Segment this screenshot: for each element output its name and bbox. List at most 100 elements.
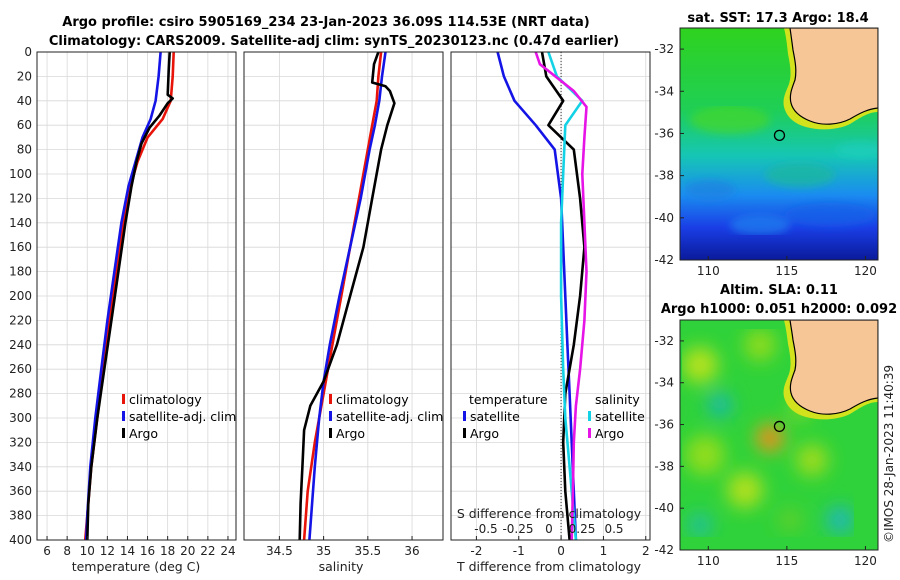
sst-land	[789, 28, 878, 125]
map-y-tick-label: -40	[654, 501, 674, 515]
map-y-tick-label: -40	[654, 211, 674, 225]
y-tick-label: 120	[9, 191, 32, 205]
x-tick-label: 24	[220, 544, 235, 558]
y-tick-label: 400	[9, 533, 32, 547]
sla-map-frame	[679, 319, 879, 551]
y-tick-label: 240	[9, 338, 32, 352]
series-line-s-argo	[534, 51, 588, 541]
map-y-tick-label: -36	[654, 418, 674, 432]
y-tick-label: 160	[9, 240, 32, 254]
legend-climatology-swatch	[122, 394, 125, 404]
x-tick-label: 2	[642, 544, 650, 558]
map-y-tick-label: -42	[654, 543, 674, 557]
salinity-legend: climatology satellite-adj. clim Argo	[329, 392, 443, 441]
y-tick-label: 200	[9, 289, 32, 303]
legend-argo: Argo	[129, 426, 158, 441]
legend-s-argo-swatch	[588, 428, 591, 438]
t-difference-xlabel: T difference from climatology	[456, 559, 642, 574]
y-tick-label: 380	[9, 509, 32, 523]
s-tick-label: 0	[545, 522, 553, 536]
y-tick-label: 300	[9, 411, 32, 425]
y-tick-label: 260	[9, 362, 32, 376]
sla-map: 110 115 120 -32 -34 -36 -38 -40 -42	[654, 319, 879, 568]
y-tick-label: 0	[24, 45, 32, 59]
y-tick-label: 220	[9, 313, 32, 327]
y-tick-label: 280	[9, 387, 32, 401]
temperature-xlabel: temperature (deg C)	[72, 559, 201, 574]
figure-title-line2: Climatology: CARS2009. Satellite-adj cli…	[49, 34, 619, 49]
y-tick-label: 360	[9, 484, 32, 498]
x-tick-label: 14	[120, 544, 135, 558]
legend-s-satellite: satellite	[595, 409, 645, 424]
difference-grid	[451, 51, 650, 541]
x-tick-label: 35.5	[354, 544, 381, 558]
map-y-tick-label: -32	[654, 42, 674, 56]
x-tick-label: -2	[470, 544, 482, 558]
s-tick-label: 0.25	[569, 522, 596, 536]
temperature-lines	[83, 51, 175, 541]
y-tick-label: 100	[9, 167, 32, 181]
series-line-satellite-adj-clim	[84, 51, 162, 541]
y-tick-label: 20	[17, 69, 32, 83]
map-y-tick-label: -42	[654, 253, 674, 267]
sla-map-subtitle: Argo h1000: 0.051 h2000: 0.092	[661, 302, 897, 317]
y-tick-label: 80	[17, 143, 32, 157]
legend-t-argo-swatch	[463, 428, 466, 438]
salinity-xlabel: salinity	[319, 559, 364, 574]
legend-t-satellite-swatch	[463, 411, 466, 421]
sla-field-texture	[682, 329, 854, 537]
legend-salinity-heading: salinity	[595, 392, 640, 407]
sla-land	[789, 320, 878, 415]
figure-title-line1: Argo profile: csiro 5905169_234 23-Jan-2…	[62, 15, 589, 30]
x-tick-label: 18	[160, 544, 175, 558]
legend-t-argo: Argo	[470, 426, 499, 441]
sst-field-texture	[685, 106, 878, 235]
temperature-ticks: 0 20 40 60 80 100 120 140 160 180 200 220 240 260 280 3…	[9, 45, 236, 558]
legend-satellite: satellite-adj. clim	[336, 409, 443, 424]
map-y-tick-label: -38	[654, 169, 674, 183]
legend-argo: Argo	[336, 426, 365, 441]
legend-climatology: climatology	[336, 392, 409, 407]
map-x-tick-label: 120	[854, 264, 877, 278]
salinity-grid	[244, 51, 443, 541]
legend-satellite-swatch	[122, 411, 125, 421]
x-tick-label: 36	[404, 544, 419, 558]
x-tick-label: 8	[63, 544, 71, 558]
legend-argo-swatch	[122, 428, 125, 438]
map-y-tick-label: -34	[654, 376, 674, 390]
map-x-tick-label: 115	[775, 264, 798, 278]
map-y-tick-label: -36	[654, 126, 674, 140]
y-tick-label: 340	[9, 460, 32, 474]
s-difference-xlabel: S difference from climatology	[457, 506, 642, 521]
x-tick-label: 22	[200, 544, 215, 558]
legend-climatology: climatology	[129, 392, 202, 407]
x-tick-label: 10	[80, 544, 95, 558]
sla-map-title: Altim. SLA: 0.11	[720, 283, 838, 298]
argo-location-marker	[773, 420, 786, 433]
difference-axes-box	[450, 51, 651, 541]
temperature-grid	[37, 51, 236, 541]
map-x-tick-label: 120	[854, 554, 877, 568]
series-line-t-satellite	[496, 51, 578, 541]
salinity-panel: 34.5 35 35.5 36 salinity climatology satell…	[243, 51, 444, 574]
sst-map-frame	[679, 27, 879, 261]
x-tick-label: -1	[513, 544, 525, 558]
x-tick-label: 12	[100, 544, 115, 558]
sst-map: 110 115 120 -32 -34 -36 -38 -40 -42	[654, 27, 879, 278]
legend-s-argo: Argo	[595, 426, 624, 441]
series-line-argo	[298, 51, 396, 541]
s-tick-label: -0.25	[502, 522, 533, 536]
sla-map-ticks: 110 115 120 -32 -34 -36 -38 -40 -42	[654, 334, 876, 568]
legend-argo-swatch	[329, 428, 332, 438]
map-x-tick-label: 110	[697, 264, 720, 278]
y-tick-label: 140	[9, 216, 32, 230]
temperature-panel: 0 20 40 60 80 100 120 140 160 180 200 220 240 260 280 3…	[9, 45, 237, 574]
difference-lines	[496, 51, 588, 541]
s-tick-label: -0.5	[474, 522, 497, 536]
sst-map-ticks: 110 115 120 -32 -34 -36 -38 -40 -42	[654, 42, 876, 278]
x-tick-label: 16	[140, 544, 155, 558]
legend-s-satellite-swatch	[588, 411, 591, 421]
y-tick-label: 320	[9, 435, 32, 449]
sla-map-image	[680, 320, 878, 550]
